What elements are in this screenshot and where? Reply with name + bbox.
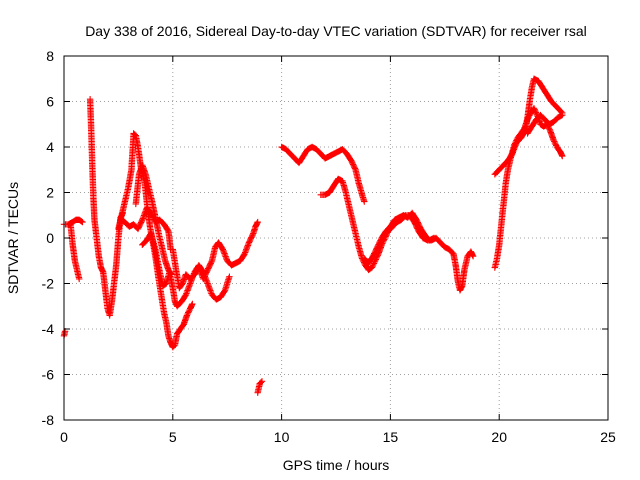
x-tick-labels: 0 5 10 15 20 25 [60, 429, 616, 445]
data-track [278, 143, 368, 205]
y-tick-label: 0 [46, 230, 54, 246]
data-track [361, 209, 438, 267]
x-tick-label: 0 [60, 429, 68, 445]
data-track [132, 162, 175, 278]
data-track [169, 218, 261, 292]
x-tick-label: 10 [274, 429, 290, 445]
data-track [491, 75, 566, 178]
y-tick-label: 8 [46, 48, 54, 64]
y-tick-label: -8 [42, 412, 55, 428]
data-track [60, 328, 69, 339]
data-track [524, 111, 566, 137]
x-axis-label: GPS time / hours [283, 457, 390, 473]
data-track [317, 175, 477, 294]
x-tick-label: 15 [383, 429, 399, 445]
y-tick-label: -4 [42, 321, 55, 337]
data-track [86, 96, 126, 319]
y-tick-labels: -8 -6 -4 -2 0 2 4 6 8 [42, 48, 55, 428]
x-tick-label: 25 [600, 429, 616, 445]
data-points [60, 75, 566, 396]
axis-ticks [63, 55, 609, 421]
x-tick-label: 5 [169, 429, 177, 445]
data-track [254, 378, 266, 396]
x-tick-label: 20 [491, 429, 507, 445]
data-track [117, 205, 174, 253]
y-tick-label: 4 [46, 139, 54, 155]
grid-lines [64, 56, 608, 420]
y-tick-label: 2 [46, 185, 54, 201]
y-tick-label: -6 [42, 367, 55, 383]
y-tick-label: 6 [46, 94, 54, 110]
y-axis-label: SDTVAR / TECUs [5, 182, 21, 294]
y-tick-label: -2 [42, 276, 55, 292]
chart-title: Day 338 of 2016, Sidereal Day-to-day VTE… [85, 23, 587, 39]
data-track [67, 221, 83, 283]
